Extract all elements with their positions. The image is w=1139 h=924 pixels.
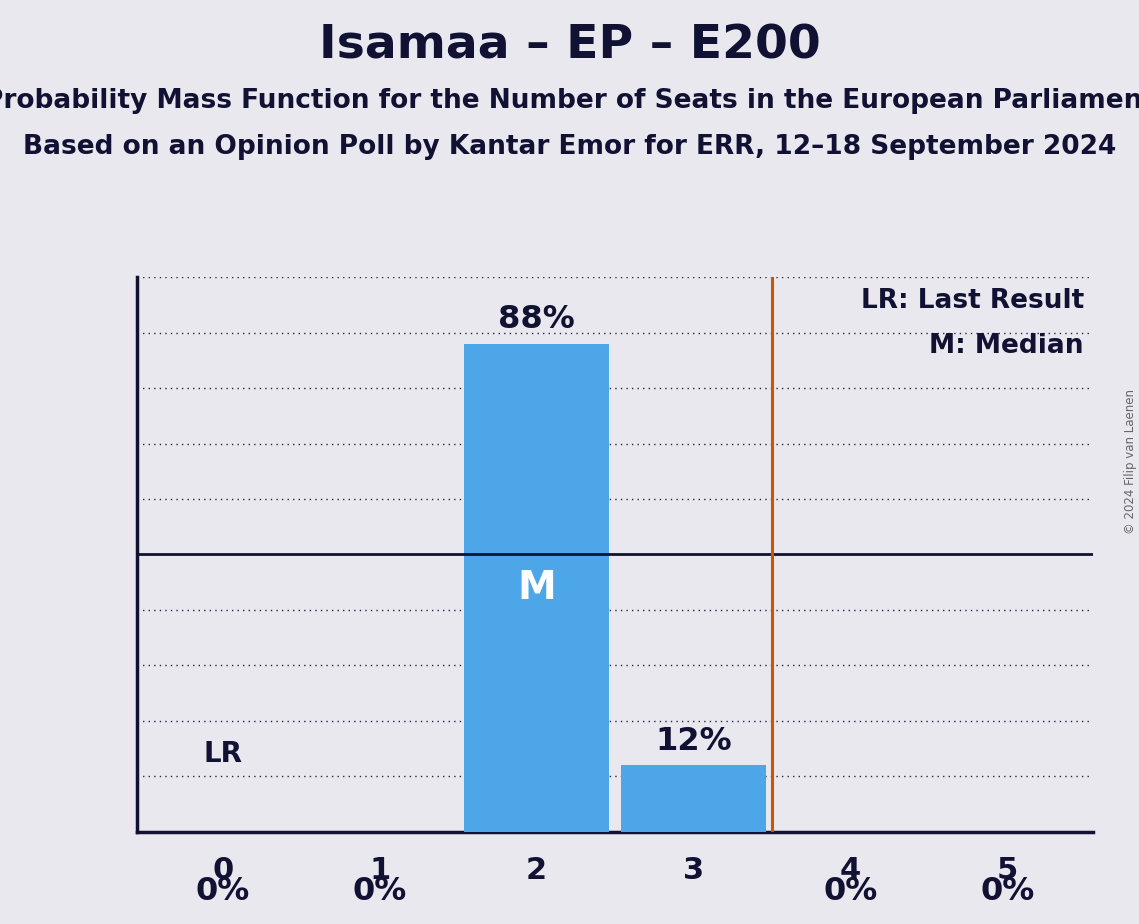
- Text: 0%: 0%: [353, 876, 407, 907]
- Text: 0%: 0%: [980, 876, 1034, 907]
- Text: Isamaa – EP – E200: Isamaa – EP – E200: [319, 23, 820, 68]
- Text: 88%: 88%: [498, 304, 575, 335]
- Text: LR: Last Result: LR: Last Result: [861, 288, 1084, 314]
- Text: © 2024 Filip van Laenen: © 2024 Filip van Laenen: [1124, 390, 1137, 534]
- Bar: [465, 344, 608, 832]
- Text: M: M: [517, 568, 556, 607]
- Text: M: Median: M: Median: [929, 333, 1084, 359]
- Text: 0%: 0%: [823, 876, 877, 907]
- Text: Probability Mass Function for the Number of Seats in the European Parliament: Probability Mass Function for the Number…: [0, 88, 1139, 114]
- Text: 0%: 0%: [196, 876, 251, 907]
- Text: 12%: 12%: [655, 725, 731, 757]
- Text: LR: LR: [204, 740, 243, 768]
- Text: Based on an Opinion Poll by Kantar Emor for ERR, 12–18 September 2024: Based on an Opinion Poll by Kantar Emor …: [23, 134, 1116, 160]
- Bar: [622, 765, 765, 832]
